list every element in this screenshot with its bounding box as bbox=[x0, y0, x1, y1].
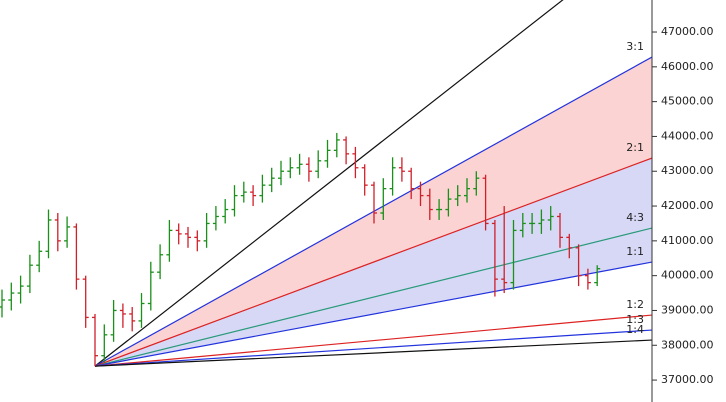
ohlc-bar bbox=[240, 181, 247, 203]
ohlc-bar bbox=[119, 303, 126, 328]
ohlc-bar bbox=[491, 219, 498, 297]
y-tick-label: 40000.00 bbox=[661, 269, 714, 282]
ohlc-bar bbox=[0, 289, 5, 318]
ohlc-bar bbox=[138, 293, 145, 328]
y-tick-label: 45000.00 bbox=[661, 95, 714, 108]
ohlc-bar bbox=[519, 213, 526, 238]
ohlc-bar bbox=[361, 164, 368, 196]
ohlc-bar bbox=[36, 240, 43, 273]
ohlc-bar bbox=[268, 167, 275, 193]
ohlc-bar bbox=[231, 185, 238, 217]
ohlc-bar bbox=[566, 233, 573, 259]
y-tick-label: 46000.00 bbox=[661, 60, 714, 73]
ohlc-bar bbox=[398, 157, 405, 182]
ohlc-bar bbox=[538, 209, 545, 234]
fan-label: 1:3 bbox=[626, 313, 644, 326]
fan-line bbox=[94, 261, 652, 367]
ohlc-bar bbox=[147, 261, 154, 311]
ohlc-bar bbox=[110, 300, 117, 342]
ohlc-bar bbox=[594, 265, 601, 287]
ohlc-bar bbox=[371, 181, 377, 224]
ohlc-bar bbox=[315, 150, 322, 179]
ohlc-bar bbox=[287, 157, 294, 179]
ohlc-bar bbox=[464, 178, 470, 203]
ohlc-bar bbox=[101, 324, 108, 363]
ohlc-bar bbox=[417, 181, 424, 207]
ohlc-bar bbox=[436, 199, 443, 220]
ohlc-bar bbox=[343, 136, 350, 165]
ohlc-bar bbox=[547, 206, 554, 231]
ohlc-bar bbox=[408, 167, 415, 200]
ohlc-bar bbox=[296, 153, 303, 175]
fan-label: 3:1 bbox=[626, 40, 644, 53]
y-tick-label: 39000.00 bbox=[661, 303, 714, 316]
ohlc-bar bbox=[8, 282, 15, 311]
y-tick-label: 43000.00 bbox=[661, 164, 714, 177]
ohlc-bar bbox=[222, 199, 229, 224]
y-axis: 37000.00 38000.00 39000.00 40000.00 41000.00… bbox=[651, 0, 714, 402]
ohlc-bar bbox=[203, 213, 210, 248]
fan-label: 4:3 bbox=[626, 211, 644, 224]
y-tick-label: 42000.00 bbox=[661, 199, 714, 212]
ohlc-bar bbox=[482, 174, 489, 231]
y-tick-label: 38000.00 bbox=[661, 338, 714, 351]
ohlc-bar bbox=[389, 157, 396, 196]
ohlc-bar bbox=[194, 230, 201, 252]
fan-label: 1:2 bbox=[626, 298, 644, 311]
ohlc-bar bbox=[64, 216, 71, 248]
ohlc-bar bbox=[278, 160, 284, 186]
fan-line bbox=[94, 339, 652, 367]
ohlc-bar bbox=[73, 223, 80, 290]
ohlc-bar bbox=[352, 146, 359, 179]
fan-line bbox=[94, 314, 652, 367]
ohlc-bar bbox=[92, 313, 98, 367]
ohlc-bar bbox=[333, 132, 340, 158]
ohlc-bar bbox=[305, 157, 312, 182]
ohlc-bar bbox=[82, 275, 89, 328]
fan-label: 1:4 bbox=[626, 323, 644, 336]
ohlc-bar bbox=[510, 219, 517, 290]
ohlc-bar bbox=[157, 244, 164, 280]
fan-line bbox=[94, 0, 564, 367]
y-tick-label: 44000.00 bbox=[661, 129, 714, 142]
ohlc-bar bbox=[129, 306, 136, 332]
y-tick-label: 41000.00 bbox=[661, 234, 714, 247]
fan-label: 1:1 bbox=[626, 245, 644, 258]
ohlc-bar bbox=[324, 139, 331, 168]
ohlc-bar bbox=[501, 206, 508, 294]
fan-line bbox=[94, 227, 652, 367]
ohlc-bar bbox=[454, 185, 461, 207]
ohlc-bar bbox=[54, 213, 61, 252]
ohlc-bar bbox=[185, 226, 191, 248]
ohlc-bar bbox=[557, 213, 563, 248]
fan-line bbox=[94, 329, 652, 367]
fan-line bbox=[94, 157, 652, 367]
y-tick-label: 47000.00 bbox=[661, 25, 714, 38]
y-tick-label: 37000.00 bbox=[661, 373, 714, 386]
ohlc-bar bbox=[250, 185, 257, 207]
ohlc-bar bbox=[45, 209, 52, 259]
ohlc-bar bbox=[166, 219, 173, 262]
ohlc-bar bbox=[380, 178, 387, 220]
ohlc-bar bbox=[212, 206, 219, 231]
ohlc-bar bbox=[426, 188, 433, 220]
ohlc-bar bbox=[584, 268, 591, 290]
ohlc-bar bbox=[529, 213, 536, 234]
ohlc-bar bbox=[575, 244, 582, 287]
ohlc-bar bbox=[445, 188, 452, 217]
ohlc-bar bbox=[175, 223, 182, 245]
ohlc-bar bbox=[259, 174, 266, 203]
fan-label: 2:1 bbox=[626, 141, 644, 154]
bars bbox=[0, 132, 601, 367]
ohlc-bar bbox=[26, 254, 33, 294]
ohlc-bar bbox=[17, 275, 24, 304]
ohlc-bar bbox=[473, 171, 480, 196]
